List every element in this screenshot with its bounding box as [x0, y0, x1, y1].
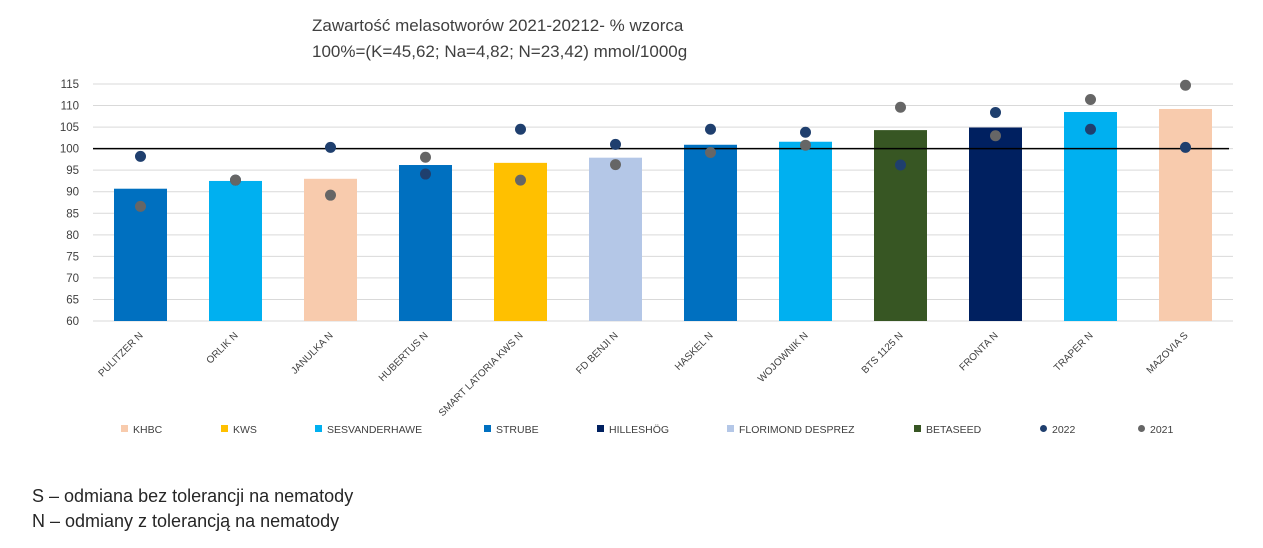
point-2021 [610, 159, 621, 171]
legend-label: 2022 [1052, 424, 1076, 436]
category-label: ORLIK N [205, 330, 241, 366]
legend-label: HILLESHÖG [609, 424, 669, 436]
category-label: TRAPER N [1052, 330, 1096, 374]
bar [494, 162, 547, 321]
legend-swatch [121, 425, 128, 432]
legend-label: SESVANDERHAWE [327, 424, 422, 436]
category-label: WOJOWNIK N [756, 330, 811, 385]
point-2021 [325, 189, 336, 201]
legend-swatch [914, 425, 921, 432]
y-tick-label: 80 [66, 230, 79, 242]
point-2022 [800, 126, 811, 138]
point-2021 [895, 101, 906, 113]
point-2022 [420, 168, 431, 180]
bar [209, 180, 262, 321]
chart-subtitle: 100%=(K=45,62; Na=4,82; N=23,42) mmol/10… [312, 42, 688, 61]
y-tick-label: 105 [60, 122, 79, 134]
point-2021 [990, 130, 1001, 142]
category-label: HUBERTUS N [377, 330, 431, 384]
point-2021 [705, 147, 716, 159]
y-tick-label: 110 [61, 101, 79, 113]
point-2021 [515, 174, 526, 186]
bar [399, 165, 452, 321]
point-2022 [895, 159, 906, 171]
y-tick-label: 75 [66, 251, 79, 263]
y-tick-label: 60 [66, 316, 79, 328]
legend-label: KHBC [133, 424, 163, 436]
y-tick-label: 115 [61, 79, 79, 91]
bar [874, 130, 927, 321]
category-label: BTS 1125 N [860, 330, 906, 376]
footnote-s: S – odmiana bez tolerancji na nematody [32, 486, 354, 506]
point-2022 [1085, 123, 1096, 135]
point-2022 [1180, 141, 1191, 153]
category-label: PULITZER N [97, 330, 146, 379]
legend-swatch [484, 425, 491, 432]
y-tick-label: 95 [66, 165, 79, 177]
category-label: HASKEL N [673, 330, 715, 372]
category-label: JANULKA N [289, 330, 335, 376]
point-2021 [800, 139, 811, 151]
legend-marker [1040, 425, 1047, 432]
point-2022 [135, 150, 146, 162]
bar [304, 178, 357, 321]
legend-label: 2021 [1150, 424, 1174, 436]
point-2021 [420, 151, 431, 163]
category-label: FD BENJI N [574, 330, 620, 376]
bar [1159, 108, 1212, 321]
y-tick-label: 70 [66, 273, 79, 285]
footnote-n: N – odmiany z tolerancją na nematody [32, 511, 340, 531]
legend-swatch [315, 425, 322, 432]
category-label: MAZOVIA S [1145, 330, 1191, 376]
chart-title: Zawartość melasotworów 2021-20212- % wzo… [312, 16, 684, 35]
point-2021 [230, 174, 241, 186]
category-label: FRONTA N [958, 330, 1001, 373]
y-tick-label: 65 [66, 294, 79, 306]
legend-label: FLORIMOND DESPREZ [739, 424, 855, 436]
legend-label: STRUBE [496, 424, 539, 436]
legend-swatch [597, 425, 604, 432]
point-2021 [135, 200, 146, 212]
category-label: SMART LATORIA KWS N [437, 330, 526, 419]
bar [589, 157, 642, 321]
legend-swatch [221, 425, 228, 432]
legend-marker [1138, 425, 1145, 432]
bar [779, 141, 832, 321]
bar [684, 144, 737, 321]
point-2021 [1085, 94, 1096, 106]
point-2021 [1180, 79, 1191, 91]
point-2022 [515, 123, 526, 135]
y-tick-label: 90 [66, 187, 79, 199]
bar [1064, 112, 1117, 321]
point-2022 [610, 138, 621, 150]
legend-label: BETASEED [926, 424, 982, 436]
point-2022 [325, 141, 336, 153]
y-tick-label: 100 [60, 144, 79, 156]
point-2022 [705, 123, 716, 135]
legend-swatch [727, 425, 734, 432]
legend-label: KWS [233, 424, 257, 436]
bar [969, 127, 1022, 321]
point-2022 [990, 106, 1001, 118]
y-tick-label: 85 [66, 208, 79, 220]
